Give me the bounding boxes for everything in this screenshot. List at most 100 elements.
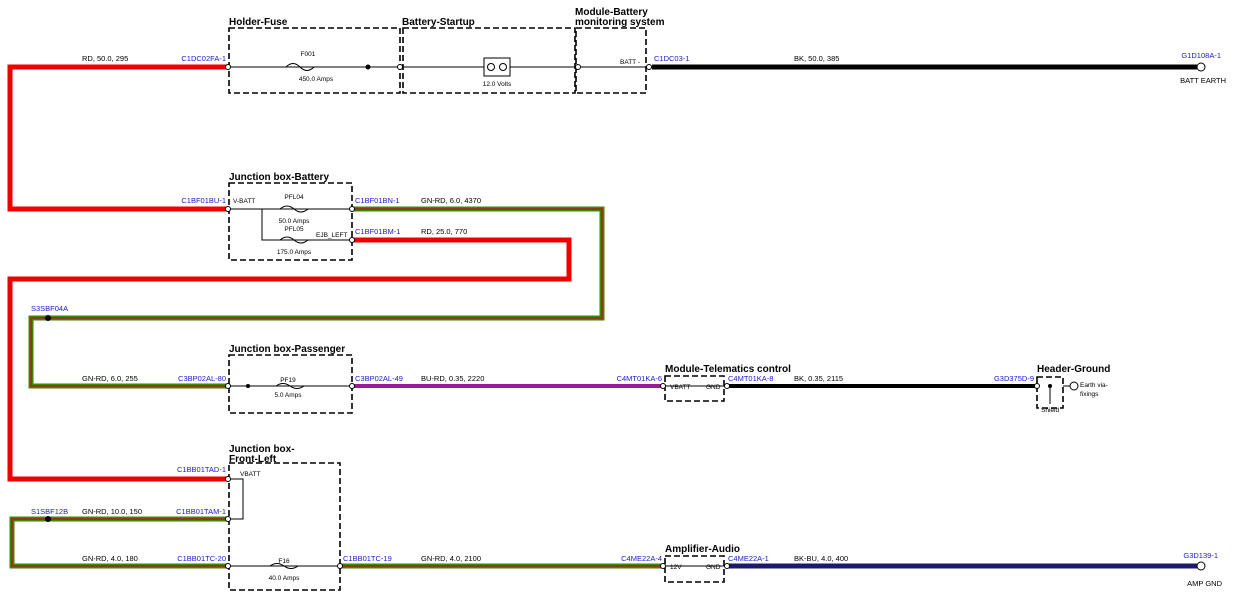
wire-label: GN-RD, 10.0, 150 <box>82 507 142 516</box>
component-box <box>228 354 353 414</box>
component-title: Holder-Fuse <box>229 17 288 28</box>
pin <box>660 383 666 389</box>
component-box <box>228 182 353 261</box>
label: PF19 <box>280 377 296 384</box>
connector-label: C3BP02AL-80 <box>178 374 226 383</box>
component-title: Header-Ground <box>1037 364 1110 375</box>
wire-label: RD, 25.0, 770 <box>421 227 467 236</box>
pin <box>225 383 231 389</box>
pin <box>349 383 355 389</box>
pin <box>724 383 730 389</box>
node <box>365 64 371 70</box>
pin <box>1034 383 1040 389</box>
label: EJB_LEFT <box>316 232 347 239</box>
pin <box>225 206 231 212</box>
fuse-symbol <box>275 383 305 389</box>
component-title: Junction box-Passenger <box>229 344 345 355</box>
component-title: Module-Battery <box>575 7 648 18</box>
component-titles: Holder-Fuse Battery-Startup Module-Batte… <box>229 7 1110 555</box>
boxes <box>228 27 1064 591</box>
pin <box>349 237 355 243</box>
component-title: Module-Telematics control <box>665 364 791 375</box>
label: fixings <box>1080 391 1099 398</box>
connector-label: C4ME22A-4 <box>621 554 662 563</box>
connector-label: C1BF01BU-1 <box>181 196 226 205</box>
label: VBATT <box>240 471 260 478</box>
pin <box>225 476 231 482</box>
wire-label: BU-RD, 0.35, 2220 <box>421 374 484 383</box>
component-labels: F001 450.0 Amps 12.0 Volts BATT - V-BATT… <box>233 51 1108 582</box>
label: F001 <box>301 51 316 58</box>
label: V-BATT <box>233 198 255 205</box>
connector-label: C3BP02AL-49 <box>355 374 403 383</box>
wire-label: GN-RD, 6.0, 255 <box>82 374 138 383</box>
battery-terminal <box>499 63 507 71</box>
ground-symbol <box>1069 381 1079 391</box>
connector-label: C1BB01TC-20 <box>177 554 226 563</box>
fuse-symbol <box>279 205 309 244</box>
connector-label: C1BF01BM-1 <box>355 227 400 236</box>
wire-stripe <box>30 208 603 387</box>
connector-label: G3D139-1 <box>1183 551 1218 560</box>
pin <box>397 64 403 70</box>
label: 50.0 Amps <box>279 218 310 225</box>
splice <box>45 315 51 321</box>
pin <box>575 64 581 70</box>
ground-label: BATT EARTH <box>1180 76 1226 85</box>
label: GND <box>706 564 721 571</box>
connector-label: C1BF01BN-1 <box>355 196 400 205</box>
label: 175.0 Amps <box>277 249 312 256</box>
component-box <box>402 27 576 94</box>
wire-labels: RD, 50.0, 295 BK, 50.0, 385 GN-RD, 6.0, … <box>82 54 848 563</box>
component-box <box>228 462 341 591</box>
component-title: Junction box- <box>229 444 295 455</box>
ground-label: AMP GND <box>1187 579 1222 588</box>
label: 12V <box>670 564 682 571</box>
wire-label: GN-RD, 4.0, 180 <box>82 554 138 563</box>
pins <box>225 64 1040 569</box>
connector-label: C4MT01KA-6 <box>617 374 662 383</box>
wire-label: RD, 50.0, 295 <box>82 54 128 63</box>
wire <box>7 64 228 212</box>
wire-label: BK, 0.35, 2115 <box>794 374 843 383</box>
connector-label: C1BB01TAD-1 <box>177 465 226 474</box>
label: Shield <box>1041 407 1059 414</box>
component-box <box>575 27 647 94</box>
pin <box>660 563 666 569</box>
label: F16 <box>278 558 290 565</box>
connector-labels: C1DC02FA-1 C1DC03-1 G1D108A-1 C1BF01BU-1… <box>31 51 1221 563</box>
component-box <box>664 555 725 583</box>
pin <box>225 64 231 70</box>
label: Earth via- <box>1080 382 1108 389</box>
pin <box>225 563 231 569</box>
node <box>1048 384 1052 388</box>
connector-label: S3SBF04A <box>31 304 68 313</box>
ground-symbol <box>1196 62 1206 72</box>
component-title: Amplifier-Audio <box>665 544 740 555</box>
connector-label: C4ME22A-1 <box>728 554 769 563</box>
component-title: Battery-Startup <box>402 17 475 28</box>
pin <box>225 516 231 522</box>
wire-label: GN-RD, 4.0, 2100 <box>421 554 481 563</box>
component-title: monitoring system <box>575 17 665 28</box>
internals <box>228 57 1206 571</box>
connector-label: S1SBF12B <box>31 507 68 516</box>
splice <box>45 516 51 522</box>
component-title: Front-Left <box>229 454 277 465</box>
label: BATT - <box>620 59 640 66</box>
component-box <box>1036 376 1064 409</box>
wires <box>7 64 1197 569</box>
wire-stripe <box>11 518 228 567</box>
label: VBATT <box>670 384 690 391</box>
conductor <box>261 209 352 241</box>
label: 12.0 Volts <box>483 81 512 88</box>
label: GND <box>706 384 721 391</box>
label: PFL05 <box>284 226 304 233</box>
component-box <box>664 375 725 402</box>
fuse-symbol <box>269 563 299 569</box>
fuse-symbol <box>285 63 315 71</box>
connector-label: C1DC02FA-1 <box>181 54 226 63</box>
label: 5.0 Amps <box>274 392 302 399</box>
label: 40.0 Amps <box>269 575 300 582</box>
